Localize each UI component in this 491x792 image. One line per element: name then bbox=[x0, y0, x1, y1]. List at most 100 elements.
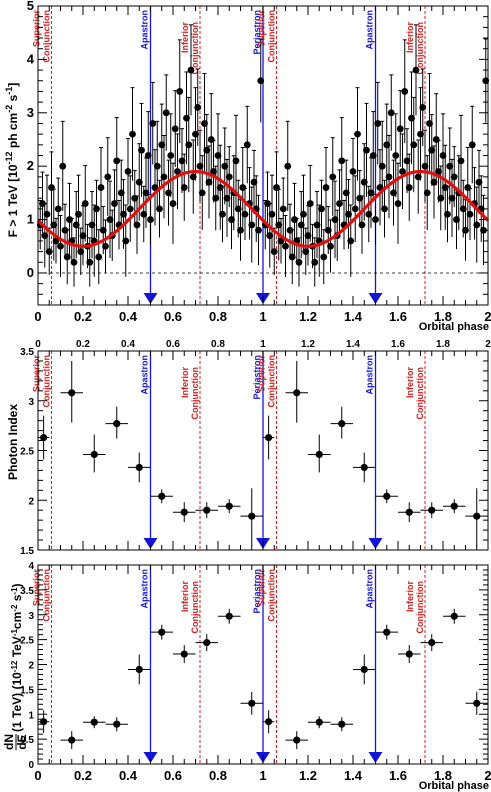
flux-point bbox=[106, 216, 114, 223]
flux-point bbox=[448, 194, 456, 202]
data-point bbox=[68, 389, 76, 397]
mid-y-axis-label: Photon Index bbox=[6, 404, 20, 480]
apastron-label: Apastron bbox=[365, 569, 375, 609]
x-tick-label: 1 bbox=[259, 768, 266, 783]
flux-point bbox=[81, 200, 89, 207]
flux-point bbox=[239, 184, 247, 191]
superior-conjunction-label: Conjunction bbox=[42, 355, 52, 408]
y-tick-label: 1.5 bbox=[20, 685, 34, 696]
phase-arrow-icon bbox=[143, 538, 158, 549]
flux-point bbox=[358, 221, 366, 229]
flux-point bbox=[275, 221, 283, 229]
flux-point bbox=[63, 253, 71, 261]
flux-point bbox=[403, 157, 411, 165]
top-x-axis-label: Orbital phase bbox=[419, 321, 489, 333]
x-tick-label: 1.2 bbox=[301, 339, 315, 350]
data-point bbox=[360, 665, 368, 674]
bot-ylabel-exp1: -12 bbox=[10, 660, 19, 672]
inferior-conjunction-label: Inferior bbox=[180, 581, 190, 613]
flux-point bbox=[57, 242, 64, 250]
y-tick-label: 2 bbox=[28, 496, 34, 507]
flux-point bbox=[369, 152, 377, 159]
flux-point bbox=[241, 210, 249, 218]
flux-point bbox=[401, 88, 409, 95]
x-tick-label: 0.4 bbox=[119, 768, 138, 783]
superior-conjunction-label: Conjunction bbox=[267, 569, 277, 622]
flux-point bbox=[381, 205, 388, 213]
top-ylabel-mid2: s bbox=[6, 94, 20, 104]
data-point bbox=[338, 720, 346, 728]
bot-ylabel-dN: dN bbox=[2, 734, 16, 750]
flux-point bbox=[183, 114, 190, 122]
flux-point bbox=[162, 109, 170, 117]
data-point bbox=[40, 433, 48, 442]
flux-point bbox=[410, 141, 418, 149]
flux-point bbox=[300, 210, 307, 218]
flux-point bbox=[243, 141, 251, 149]
flux-point bbox=[189, 173, 197, 181]
y-tick-label: 2.5 bbox=[20, 447, 34, 458]
flux-point bbox=[374, 120, 382, 127]
flux-point bbox=[99, 226, 107, 234]
svg-text:(1 TeV) (10-12 TeV-1cm-2 s-1): (1 TeV) (10-12 TeV-1cm-2 s-1) bbox=[10, 583, 24, 732]
flux-point bbox=[331, 216, 339, 223]
flux-point bbox=[93, 205, 100, 213]
flux-point bbox=[383, 141, 391, 149]
flux-point bbox=[428, 146, 436, 154]
flux-point bbox=[66, 216, 73, 223]
inferior-conjunction-label: Conjunction bbox=[415, 581, 425, 634]
flux-point bbox=[304, 232, 312, 239]
flux-point bbox=[270, 248, 278, 256]
flux-point bbox=[336, 200, 343, 207]
apastron-label: Apastron bbox=[140, 355, 150, 395]
flux-point bbox=[450, 173, 458, 181]
flux-point bbox=[313, 221, 321, 229]
top-ylabel-exp2: -2 bbox=[4, 105, 14, 113]
data-point bbox=[383, 628, 391, 636]
flux-point bbox=[41, 232, 49, 239]
flux-point bbox=[104, 173, 112, 181]
y-tick-label: 3 bbox=[28, 611, 34, 622]
bot-ylabel-exp2: -1 bbox=[10, 629, 19, 637]
y-tick-label: 2 bbox=[27, 158, 34, 173]
flux-point bbox=[349, 168, 357, 175]
x-tick-label: 0.6 bbox=[166, 339, 180, 350]
data-point bbox=[158, 492, 166, 500]
flux-point bbox=[396, 125, 404, 133]
data-point bbox=[450, 612, 458, 620]
flux-point bbox=[446, 162, 454, 170]
flux-point bbox=[70, 258, 78, 266]
flux-point bbox=[462, 226, 469, 234]
x-tick-label: 0.6 bbox=[164, 768, 182, 783]
apastron-label: Apastron bbox=[140, 569, 150, 609]
flux-point bbox=[39, 200, 46, 207]
flux-point bbox=[205, 178, 213, 186]
x-tick-label: 0.2 bbox=[74, 768, 92, 783]
flux-point bbox=[111, 200, 118, 207]
flux-point bbox=[207, 136, 215, 143]
x-tick-label: 0.8 bbox=[209, 309, 227, 324]
flux-point bbox=[59, 162, 67, 170]
flux-point bbox=[338, 157, 346, 165]
flux-point bbox=[444, 210, 451, 218]
flux-point bbox=[385, 173, 393, 181]
y-tick-label: 1 bbox=[27, 212, 34, 227]
flux-point bbox=[124, 168, 132, 175]
flux-point bbox=[210, 168, 217, 175]
flux-point bbox=[282, 242, 289, 250]
data-point bbox=[265, 718, 273, 726]
flux-point bbox=[50, 221, 58, 229]
flux-point bbox=[378, 162, 386, 170]
flux-point bbox=[322, 184, 330, 191]
flux-point bbox=[97, 184, 105, 191]
bot-ylabel-dE: dE bbox=[15, 734, 29, 749]
y-tick-label: 2.5 bbox=[20, 636, 34, 647]
flux-point bbox=[232, 157, 240, 165]
flux-point bbox=[291, 216, 298, 223]
top-ylabel-end: ] bbox=[6, 83, 20, 87]
y-tick-label: 3.5 bbox=[20, 586, 34, 597]
flux-point bbox=[363, 146, 370, 154]
flux-point bbox=[158, 141, 166, 149]
flux-point bbox=[149, 120, 157, 127]
